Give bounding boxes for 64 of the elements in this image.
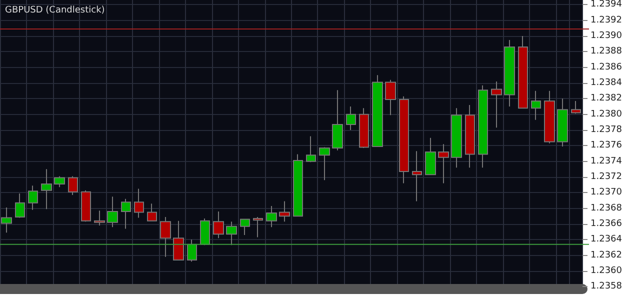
candlestick xyxy=(438,144,449,184)
candlestick xyxy=(187,239,197,262)
candlestick xyxy=(332,90,343,151)
y-tick-label: 1.2390 xyxy=(590,31,622,42)
candlestick xyxy=(571,100,581,114)
candlestick xyxy=(504,39,515,108)
candlestick xyxy=(372,74,383,147)
candlestick xyxy=(213,210,224,239)
y-tick-label: 1.2392 xyxy=(590,15,622,26)
candlestick xyxy=(306,136,316,163)
candlestick xyxy=(81,190,91,222)
candlestick xyxy=(478,84,488,168)
y-tick-label: 1.2388 xyxy=(590,46,622,57)
candlestick xyxy=(346,106,356,131)
candlestick xyxy=(121,198,131,230)
candlestick xyxy=(54,176,65,188)
candlestick xyxy=(226,221,237,246)
y-tick-label: 1.2366 xyxy=(590,218,622,229)
y-tick-label: 1.2362 xyxy=(590,250,622,260)
y-tick-label: 1.2384 xyxy=(590,78,622,88)
y-tick-label: 1.2364 xyxy=(590,234,622,245)
y-tick-label: 1.2380 xyxy=(590,109,622,120)
candlestick xyxy=(41,168,52,210)
candlestick xyxy=(253,216,263,238)
y-tick-label: 1.2378 xyxy=(590,125,622,136)
candlestick xyxy=(240,218,250,236)
candlestick xyxy=(557,98,568,147)
y-tick-label: 1.2374 xyxy=(590,156,622,166)
candlestick xyxy=(160,216,171,258)
candlestick xyxy=(279,200,290,222)
y-tick-label: 1.2376 xyxy=(590,140,622,151)
candlestick xyxy=(266,205,277,228)
candlestick xyxy=(173,220,184,261)
candlestick xyxy=(147,203,157,222)
candlestick xyxy=(293,154,303,217)
candlestick xyxy=(319,146,330,181)
y-tick-label: 1.2368 xyxy=(590,203,622,214)
y-tick-label: 1.2394 xyxy=(590,0,622,10)
candlestick xyxy=(465,104,475,168)
candlestick xyxy=(28,185,38,210)
candlestick xyxy=(425,137,436,176)
candlestick xyxy=(94,210,105,226)
text: GBPUSD (Candlestick) xyxy=(5,6,105,16)
candlestick xyxy=(518,36,528,109)
y-tick-label: 1.2360 xyxy=(590,266,622,276)
candlestick xyxy=(451,108,462,168)
y-tick-label: 1.2386 xyxy=(590,62,622,72)
candlestick xyxy=(491,80,502,128)
candlestick xyxy=(531,90,541,120)
candlestick xyxy=(399,96,409,184)
y-tick-label: 1.2358 xyxy=(590,282,622,292)
candlestick xyxy=(544,90,555,144)
candlestick xyxy=(15,192,25,218)
candlestick xyxy=(359,108,369,149)
y-tick-label: 1.2372 xyxy=(590,172,622,182)
y-tick-label: 1.2370 xyxy=(590,188,622,198)
candlestick xyxy=(134,188,144,218)
candlestick xyxy=(412,150,422,202)
candlestick xyxy=(385,79,396,116)
candlestick xyxy=(68,176,78,196)
candlestick xyxy=(107,196,118,228)
y-tick-label: 1.2382 xyxy=(590,94,622,104)
candlestick xyxy=(200,218,210,245)
candlestick xyxy=(1,207,12,234)
